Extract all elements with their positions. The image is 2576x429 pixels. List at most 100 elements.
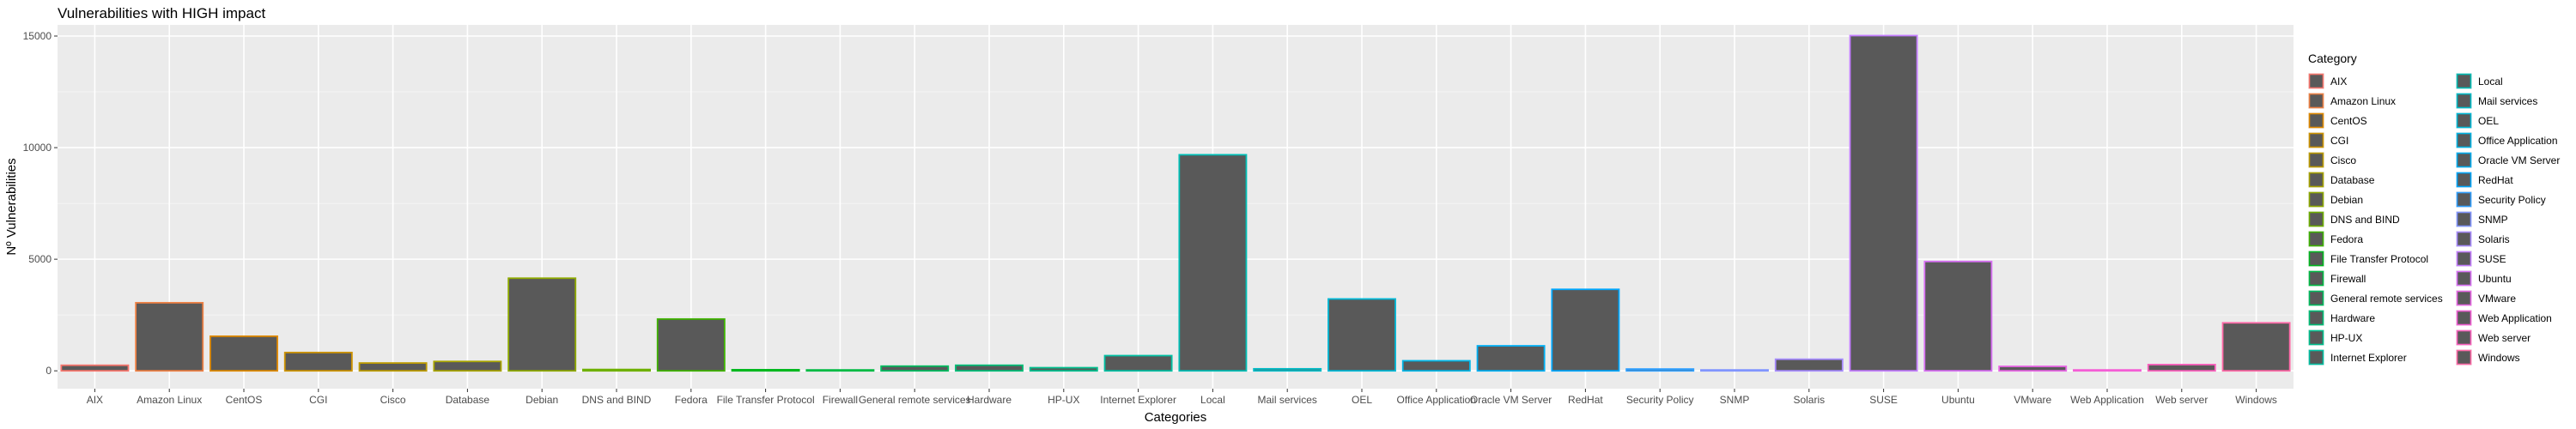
legend-swatch	[2456, 211, 2472, 227]
legend: Category AIX Amazon Linux CentOS CGI Cisco Da…	[2308, 51, 2560, 366]
x-tick-label: OEL	[1352, 394, 1372, 406]
y-tick-label: 5000	[28, 253, 52, 265]
x-tick-label: AIX	[87, 394, 103, 406]
y-axis: 0 5000 10000 15000	[23, 30, 58, 377]
legend-swatch	[2308, 73, 2324, 89]
legend-swatch	[2456, 132, 2472, 148]
x-tick-label: Security Policy	[1626, 394, 1694, 406]
x-tick-label: SNMP	[1720, 394, 1750, 406]
x-axis-title: Categories	[1145, 410, 1207, 425]
legend-swatch	[2308, 349, 2324, 366]
legend-swatch	[2456, 270, 2472, 287]
legend-label: CentOS	[2330, 115, 2367, 127]
legend-swatch	[2456, 310, 2472, 326]
legend-label: Debian	[2330, 194, 2363, 206]
legend-label: Office Application	[2478, 135, 2558, 147]
legend-label: VMware	[2478, 293, 2516, 305]
bar	[805, 369, 875, 372]
legend-swatch	[2308, 93, 2324, 109]
x-tick-label: Fedora	[675, 394, 708, 406]
legend-label: Web server	[2478, 332, 2530, 344]
legend-swatch	[2456, 93, 2472, 109]
x-tick-label: Amazon Linux	[137, 394, 202, 406]
legend-swatch	[2308, 329, 2324, 346]
legend-swatch	[2456, 231, 2472, 247]
x-tick-label: CGI	[309, 394, 327, 406]
bar	[955, 364, 1024, 372]
legend-label: Local	[2478, 76, 2503, 88]
bar	[433, 360, 502, 372]
bar	[656, 317, 726, 372]
legend-label: Cisco	[2330, 154, 2356, 166]
chart-title: Vulnerabilities with HIGH impact	[58, 5, 265, 21]
bar	[1327, 298, 1396, 372]
x-tick-label: VMware	[2014, 394, 2051, 406]
x-tick-label: Ubuntu	[1941, 394, 1975, 406]
x-tick-label: Firewall	[823, 394, 858, 406]
bar	[60, 364, 130, 372]
legend-label: OEL	[2478, 115, 2499, 127]
bar	[1253, 367, 1322, 372]
legend-swatch	[2308, 112, 2324, 129]
x-tick-label: SUSE	[1869, 394, 1898, 406]
legend-label: Firewall	[2330, 273, 2366, 285]
legend-label: CGI	[2330, 135, 2348, 147]
legend-swatch	[2456, 349, 2472, 366]
legend-label: Database	[2330, 174, 2375, 186]
x-tick-label: Windows	[2235, 394, 2277, 406]
bar	[1774, 358, 1844, 372]
x-tick-label: Oracle VM Server	[1470, 394, 1552, 406]
legend-swatch	[2456, 73, 2472, 89]
bar	[2221, 322, 2291, 372]
legend-label: Fedora	[2330, 233, 2363, 245]
legend-swatch	[2308, 310, 2324, 326]
legend-label: HP-UX	[2330, 332, 2362, 344]
x-tick-label: RedHat	[1568, 394, 1603, 406]
x-tick-label: Web Application	[2070, 394, 2144, 406]
x-tick-label: Database	[446, 394, 490, 406]
x-tick-label: Internet Explorer	[1100, 394, 1176, 406]
bar	[1029, 366, 1098, 372]
legend-label: File Transfer Protocol	[2330, 253, 2428, 265]
bar	[1103, 354, 1173, 372]
x-tick-label: DNS and BIND	[582, 394, 652, 406]
bar	[210, 335, 278, 372]
legend-label: General remote services	[2330, 293, 2443, 305]
y-tick-label: 15000	[23, 30, 52, 42]
legend-swatch	[2308, 290, 2324, 306]
x-tick-label: General remote services	[859, 394, 971, 406]
legend-label: SNMP	[2478, 214, 2508, 226]
legend-label: Mail services	[2478, 95, 2537, 107]
legend-label: Oracle VM Server	[2478, 154, 2560, 166]
legend-swatch	[2456, 152, 2472, 168]
legend-swatch	[2308, 231, 2324, 247]
bar	[135, 301, 204, 372]
legend-label: AIX	[2330, 76, 2347, 88]
legend-title: Category	[2308, 51, 2357, 65]
bar	[1401, 360, 1471, 372]
bar	[1923, 260, 1993, 372]
legend-swatch	[2308, 191, 2324, 208]
x-tick-label: Cisco	[380, 394, 406, 406]
legend-label: Solaris	[2478, 233, 2510, 245]
plot-panel	[58, 25, 2293, 389]
bar	[880, 365, 950, 372]
bar	[2147, 364, 2216, 372]
legend-label: Security Policy	[2478, 194, 2546, 206]
x-tick-label: CentOS	[226, 394, 263, 406]
legend-swatch	[2308, 132, 2324, 148]
bar	[731, 368, 800, 372]
legend-label: Ubuntu	[2478, 273, 2512, 285]
legend-items: AIX Amazon Linux CentOS CGI Cisco Database Deb…	[2308, 73, 2560, 366]
legend-swatch	[2308, 270, 2324, 287]
bar	[1700, 369, 1769, 372]
bar	[1551, 288, 1620, 372]
legend-label: Amazon Linux	[2330, 95, 2396, 107]
bar	[2073, 369, 2142, 372]
grid-major	[58, 25, 2293, 389]
legend-swatch	[2456, 329, 2472, 346]
bars	[60, 34, 2291, 372]
legend-swatch	[2308, 152, 2324, 168]
y-axis-title: Nº Vulnerabilities	[4, 158, 19, 255]
x-tick-label: Office Application	[1397, 394, 1477, 406]
